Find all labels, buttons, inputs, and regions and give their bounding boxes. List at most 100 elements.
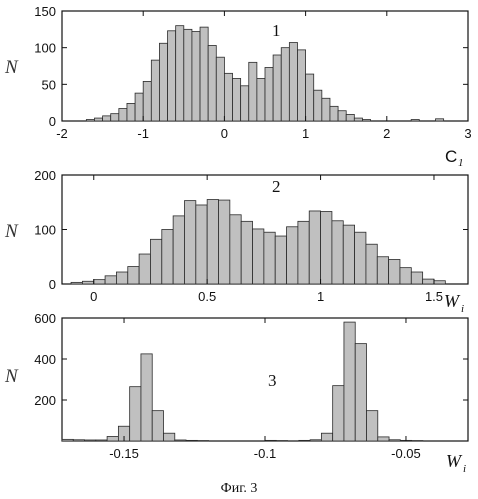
panel-1-bar (281, 48, 289, 121)
panel-2-bar (355, 232, 366, 284)
panel-2-x-tick-label: 0 (90, 289, 97, 304)
panel-1-bar (257, 78, 265, 121)
panel-1-bar (436, 119, 444, 121)
figure-caption: Фиг. 3 (221, 481, 258, 496)
panel-1-bar (111, 114, 119, 121)
panel-2-bar (253, 229, 264, 284)
panel-1-bar (192, 32, 200, 121)
panel-2-bar (162, 230, 173, 285)
panel-2-bar (332, 221, 343, 284)
panel-2-bar (389, 259, 400, 284)
panel-1-x-tick-label: 1 (302, 126, 309, 141)
panel-2-bar (275, 236, 286, 284)
panel-1-bar (176, 26, 184, 121)
panel-1-bar (297, 50, 305, 121)
panel-3-bar (344, 322, 355, 441)
panel-1-bar (151, 60, 159, 121)
panel-2-x-axis-label: W (444, 291, 461, 311)
panel-3-x-tick-label: -0.15 (109, 446, 139, 461)
panel-2: 2 N W i 00.511.50100200 (4, 168, 468, 315)
panel-1-y-tick-label: 50 (42, 77, 56, 92)
panel-2-y-axis-label: N (4, 221, 19, 242)
panel-2-bar (128, 267, 139, 284)
panel-2-bar (82, 281, 93, 284)
panel-1-bar (224, 73, 232, 121)
panel-1: 1 N C 1 -2-10123050100150 (4, 4, 472, 169)
panel-3-bar (85, 440, 96, 441)
panel-2-bar (71, 282, 82, 284)
panel-3-y-axis-label: N (4, 366, 19, 387)
panel-1-bar (184, 29, 192, 121)
panel-3-bar (130, 387, 141, 441)
panel-2-bar (298, 221, 309, 284)
panel-1-y-tick-label: 100 (34, 41, 56, 56)
panel-1-y-tick-label: 0 (49, 114, 56, 129)
panel-1-bar (143, 81, 151, 121)
panel-3-bar (175, 440, 186, 441)
panel-1-bar (135, 93, 143, 121)
panel-1-bar (103, 116, 111, 121)
panel-3-bar (389, 440, 400, 441)
panel-2-bar (241, 221, 252, 284)
panel-1-x-axis-label-subscript: 1 (458, 157, 464, 169)
panel-2-x-axis-label-subscript: i (461, 303, 464, 315)
panel-1-x-tick-label: 2 (383, 126, 390, 141)
panel-3-bar (62, 439, 73, 441)
panel-3-bar (96, 440, 107, 441)
panel-1-x-tick-label: 0 (221, 126, 228, 141)
panel-3-bar (333, 386, 344, 441)
panel-1-bar (322, 98, 330, 121)
panel-2-bar (219, 200, 230, 284)
panel-1-bar (249, 62, 257, 121)
panel-2-bar (321, 212, 332, 284)
panel-1-bar (273, 55, 281, 121)
panel-2-bar (400, 268, 411, 284)
panel-2-y-tick-label: 0 (49, 277, 56, 292)
panel-2-bar (343, 225, 354, 284)
panel-2-bar (411, 272, 422, 284)
panel-2-bar (377, 257, 388, 284)
panel-1-bar (330, 106, 338, 121)
panel-1-bar (94, 118, 102, 121)
panel-1-bar (346, 114, 354, 121)
panel-1-bar (265, 67, 273, 121)
panel-1-x-tick-label: -2 (56, 126, 68, 141)
panel-1-x-tick-label: -1 (137, 126, 149, 141)
panel-3-bar (310, 440, 321, 441)
panel-2-bar (139, 254, 150, 284)
panel-2-y-tick-label: 200 (34, 168, 56, 183)
panel-1-bar (314, 90, 322, 121)
panel-2-bar (309, 211, 320, 284)
panel-3-bar (152, 411, 163, 441)
panel-3-bar (107, 436, 118, 441)
panel-3-x-axis-label: W (446, 451, 463, 471)
panel-2-bar (105, 276, 116, 284)
panel-3-y-tick-label: 200 (34, 393, 56, 408)
panel-1-bar (233, 78, 241, 121)
panel-2-bar (150, 239, 161, 284)
panel-1-bar (241, 86, 249, 121)
panel-2-bar (173, 216, 184, 284)
panel-3-bar (299, 440, 310, 441)
panel-3-frame (62, 318, 468, 441)
panel-1-bar (86, 120, 94, 121)
panel-3-bar (265, 440, 276, 441)
panel-1-bar (200, 27, 208, 121)
panel-1-bar (159, 43, 167, 121)
panel-1-bar (216, 57, 224, 121)
panel-1-bar (119, 109, 127, 121)
panel-2-y-tick-label: 100 (34, 223, 56, 238)
panel-1-bar (127, 103, 135, 121)
panel-3-x-axis-label-subscript: i (463, 463, 466, 475)
panel-3-bar (355, 344, 366, 441)
panel-2-bar (423, 279, 434, 284)
panel-1-bar (168, 31, 176, 121)
panel-2-bar (116, 272, 127, 284)
panel-1-bar (306, 74, 314, 121)
panel-1-x-tick-label: 3 (464, 126, 471, 141)
panel-2-bar (287, 227, 298, 284)
panel-2-x-tick-label: 0.5 (198, 289, 216, 304)
panel-2-bar (184, 201, 195, 284)
panel-1-y-tick-label: 150 (34, 4, 56, 19)
